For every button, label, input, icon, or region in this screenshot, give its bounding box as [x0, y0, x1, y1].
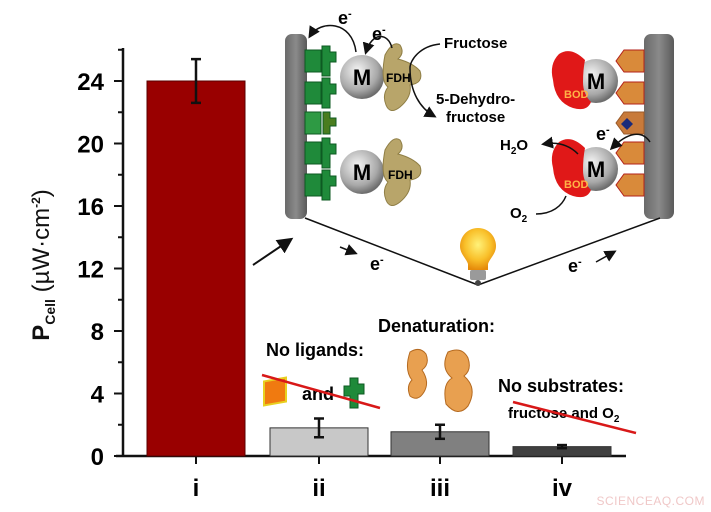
y-tick-label: 4: [91, 382, 105, 409]
no-ligands-annotation: No ligands: and: [261, 340, 381, 410]
cathode-electrode: [644, 34, 674, 219]
cathode-diagram: M M BOD BOD e- H2O O2: [500, 34, 674, 225]
bar-i: [146, 80, 246, 457]
strikethrough: [261, 373, 381, 410]
fdh-enzyme: [382, 43, 422, 111]
svg-text:e-: e-: [596, 124, 610, 144]
anode-electrode: [285, 34, 307, 219]
bars: [146, 57, 612, 457]
anode-diagram: M M FDH FDH e- e- Fructose 5-Dehydro- fr…: [285, 8, 515, 219]
y-tick-label: 12: [77, 257, 104, 284]
svg-text:e-: e-: [338, 8, 352, 28]
svg-text:BOD: BOD: [564, 179, 589, 191]
svg-text:BOD: BOD: [564, 89, 589, 101]
svg-text:e-: e-: [372, 24, 386, 44]
denaturation-annotation: Denaturation:: [378, 316, 495, 412]
bod-enzyme: [551, 51, 591, 110]
x-axis: i ii iii iv: [116, 454, 626, 502]
svg-text:M: M: [587, 69, 605, 94]
x-tick-label: iv: [552, 475, 573, 502]
no-substrates-annotation: No substrates: fructose and O2: [498, 376, 637, 435]
denatured-enzyme-icon: [406, 348, 473, 412]
mediator-sphere: [340, 150, 384, 194]
y-tick-label: 24: [77, 69, 104, 96]
svg-text:Denaturation:: Denaturation:: [378, 316, 495, 336]
svg-text:O2: O2: [510, 205, 528, 225]
callout-arrow: [252, 237, 294, 266]
green-ligands: [304, 45, 337, 201]
svg-text:M: M: [353, 65, 371, 90]
svg-text:H2O: H2O: [500, 137, 528, 157]
watermark: SCIENCEAQ.COM: [596, 494, 705, 508]
x-tick-label: ii: [312, 475, 325, 502]
light-bulb-icon: [460, 228, 496, 286]
svg-text:M: M: [353, 160, 371, 185]
bod-enzyme: [551, 139, 591, 198]
bar-iii: [390, 431, 490, 457]
y-tick-label: 20: [77, 132, 104, 159]
x-tick-label: i: [193, 475, 200, 502]
electron-carrier-diamond: [621, 118, 633, 130]
svg-text:Fructose: Fructose: [444, 35, 507, 52]
svg-text:e-: e-: [568, 256, 582, 276]
y-tick-label: 16: [77, 194, 104, 221]
svg-text:e-: e-: [370, 254, 384, 274]
svg-text:FDH: FDH: [386, 71, 411, 85]
mediator-sphere: [574, 59, 618, 103]
strikethrough: [512, 400, 637, 435]
svg-text:No substrates:: No substrates:: [498, 376, 624, 396]
orange-ligands: [615, 49, 645, 197]
green-ligand-icon: [343, 377, 365, 409]
svg-text:FDH: FDH: [388, 168, 413, 182]
x-tick-label: iii: [430, 475, 450, 502]
external-circuit: e- e-: [252, 217, 661, 286]
svg-text:5-Dehydro-: 5-Dehydro-: [436, 91, 515, 108]
svg-text:fructose: fructose: [446, 109, 505, 126]
svg-text:M: M: [587, 157, 605, 182]
y-tick-label: 0: [91, 444, 104, 471]
svg-text:No ligands:: No ligands:: [266, 340, 364, 360]
mediator-sphere: [340, 55, 384, 99]
y-tick-label: 8: [91, 319, 104, 346]
mediator-sphere: [574, 147, 618, 191]
y-axis: 0 4 8 12 16 20 24: [77, 48, 125, 471]
fdh-enzyme: [382, 138, 422, 206]
